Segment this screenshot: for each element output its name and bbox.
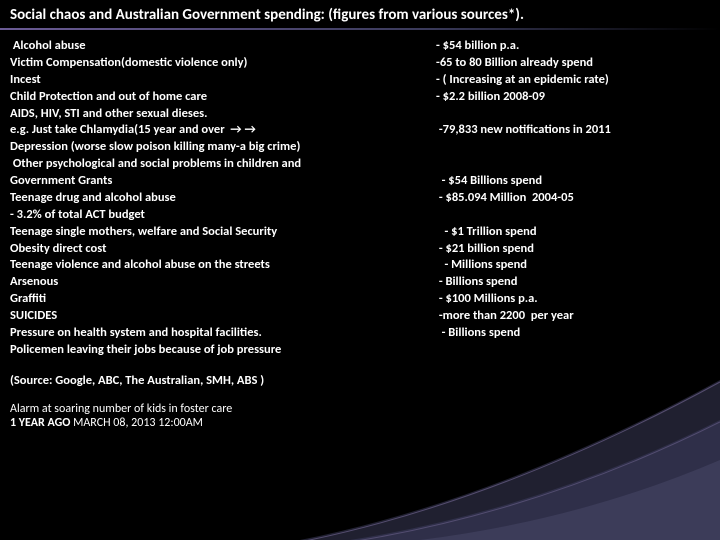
left-item: Alcohol abuse bbox=[10, 38, 430, 55]
left-item: Teenage drug and alcohol abuse bbox=[10, 190, 430, 207]
left-item: Incest bbox=[10, 72, 430, 89]
left-item: e.g. Just take Chlamydia(15 year and ove… bbox=[10, 122, 430, 139]
right-item bbox=[436, 106, 710, 123]
left-item: SUICIDES bbox=[10, 308, 430, 325]
content-columns: Alcohol abuse Victim Compensation(domest… bbox=[0, 38, 720, 359]
right-item: - ( Increasing at an epidemic rate) bbox=[436, 72, 710, 89]
left-item: Victim Compensation(domestic violence on… bbox=[10, 55, 430, 72]
left-item: Graffiti bbox=[10, 291, 430, 308]
right-item: - $54 billion p.a. bbox=[436, 38, 710, 55]
left-item: Arsenous bbox=[10, 274, 430, 291]
right-column: - $54 billion p.a. -65 to 80 Billion alr… bbox=[430, 38, 710, 359]
footer-note: Alarm at soaring number of kids in foste… bbox=[0, 388, 720, 430]
right-item bbox=[436, 156, 710, 173]
footer-timestamp: 1 YEAR AGO MARCH 08, 2013 12:00AM bbox=[10, 416, 710, 430]
right-item bbox=[436, 207, 710, 224]
right-item bbox=[436, 342, 710, 359]
title-underline bbox=[0, 28, 720, 30]
footer-age: 1 YEAR AGO bbox=[10, 416, 70, 430]
right-item: - Millions spend bbox=[436, 257, 710, 274]
left-column: Alcohol abuse Victim Compensation(domest… bbox=[10, 38, 430, 359]
right-item: - $85.094 Million 2004-05 bbox=[436, 190, 710, 207]
left-item: Child Protection and out of home care bbox=[10, 89, 430, 106]
right-item: - $2.2 billion 2008-09 bbox=[436, 89, 710, 106]
footer-headline: Alarm at soaring number of kids in foste… bbox=[10, 402, 710, 416]
left-item: - 3.2% of total ACT budget bbox=[10, 207, 430, 224]
footer-date: MARCH 08, 2013 12:00AM bbox=[70, 416, 203, 430]
right-item: - $21 billion spend bbox=[436, 241, 710, 258]
right-item: -65 to 80 Billion already spend bbox=[436, 55, 710, 72]
left-item: Obesity direct cost bbox=[10, 241, 430, 258]
right-item: -79,833 new notifications in 2011 bbox=[436, 122, 710, 139]
slide-title: Social chaos and Australian Government s… bbox=[0, 0, 720, 28]
left-item: AIDS, HIV, STI and other sexual dieses. bbox=[10, 106, 430, 123]
source-citation: (Source: Google, ABC, The Australian, SM… bbox=[0, 359, 720, 388]
left-item: Policemen leaving their jobs because of … bbox=[10, 342, 430, 359]
left-item: Depression (worse slow poison killing ma… bbox=[10, 139, 430, 156]
left-item: Pressure on health system and hospital f… bbox=[10, 325, 430, 342]
right-item: - Billions spend bbox=[436, 274, 710, 291]
right-item bbox=[436, 139, 710, 156]
right-item: - Billions spend bbox=[436, 325, 710, 342]
right-item: - $1 Trillion spend bbox=[436, 224, 710, 241]
right-item: - $100 Millions p.a. bbox=[436, 291, 710, 308]
left-item: Government Grants bbox=[10, 173, 430, 190]
left-item: Teenage violence and alcohol abuse on th… bbox=[10, 257, 430, 274]
right-item: -more than 2200 per year bbox=[436, 308, 710, 325]
left-item: Teenage single mothers, welfare and Soci… bbox=[10, 224, 430, 241]
left-item: Other psychological and social problems … bbox=[10, 156, 430, 173]
right-item: - $54 Billions spend bbox=[436, 173, 710, 190]
